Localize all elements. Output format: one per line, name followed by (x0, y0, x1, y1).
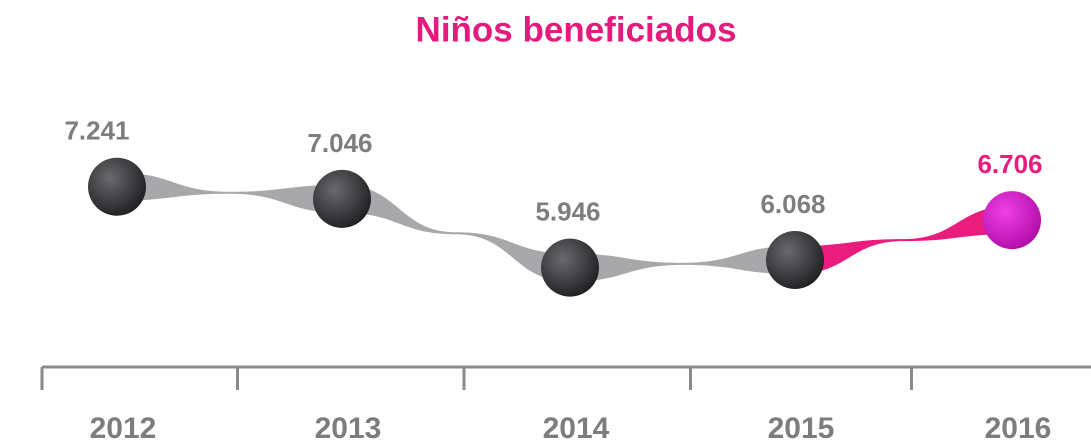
connector (117, 172, 342, 213)
connector (342, 184, 570, 282)
marker (88, 157, 146, 216)
x-tick-label: 2016 (985, 412, 1052, 445)
data-label: 6.068 (760, 189, 825, 219)
x-tick-label: 2013 (315, 412, 382, 445)
data-label: 7.046 (307, 128, 372, 158)
data-label: 7.241 (64, 116, 129, 146)
x-tick-label: 2012 (90, 412, 157, 445)
chart-title: Niños beneficiados (416, 10, 737, 49)
connector (795, 206, 1012, 274)
data-label: 6.706 (977, 149, 1042, 179)
marker (313, 169, 371, 228)
x-tick-label: 2014 (543, 412, 610, 445)
marker (983, 191, 1041, 250)
connector (570, 246, 795, 282)
marker (541, 238, 599, 297)
x-tick-label: 2015 (768, 412, 835, 445)
data-label: 5.946 (535, 197, 600, 227)
marker (766, 231, 824, 289)
